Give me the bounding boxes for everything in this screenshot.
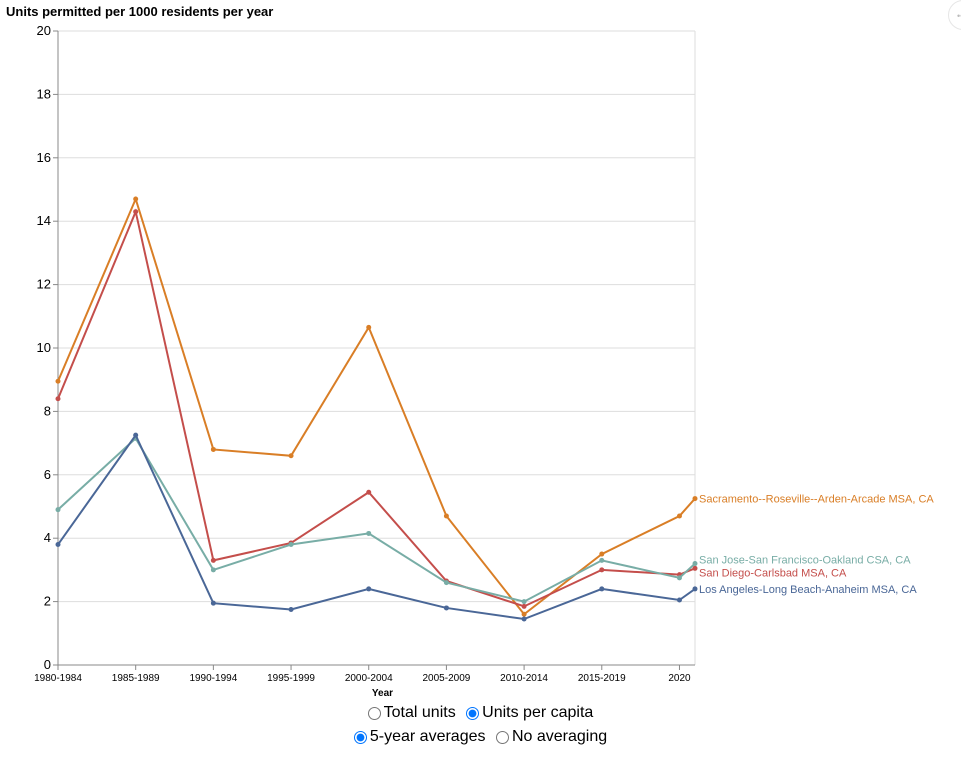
- series-line: [57, 196, 696, 616]
- data-point: [676, 575, 682, 581]
- data-point: [210, 557, 216, 563]
- data-point: [210, 600, 216, 606]
- data-point: [366, 530, 372, 536]
- data-point: [692, 565, 698, 571]
- metric-radio-group: Total units Units per capita: [0, 704, 961, 725]
- radio-5-year-averages-label: 5-year averages: [369, 728, 486, 745]
- x-tick-label: 1995-1999: [267, 673, 315, 684]
- radio-total-units-label: Total units: [383, 704, 456, 721]
- data-point: [676, 513, 682, 519]
- data-point: [133, 209, 139, 215]
- data-point: [55, 396, 61, 402]
- radio-no-averaging-input[interactable]: [495, 730, 509, 744]
- data-point: [521, 611, 527, 617]
- data-point: [599, 567, 605, 573]
- data-point: [521, 599, 527, 605]
- data-point: [521, 616, 527, 622]
- series-label: San Jose-San Francisco-Oakland CSA, CA: [699, 555, 911, 567]
- y-tick-label: 6: [44, 467, 51, 482]
- data-point: [692, 586, 698, 592]
- x-tick-label: 2010-2014: [500, 673, 548, 684]
- y-tick-label: 8: [44, 403, 51, 418]
- line-chart: 0 2 4 6 8 10 12 14 16 18 20 1980-1984 1985-1989 1990-…: [34, 23, 934, 699]
- x-tick-label: 1985-1989: [112, 673, 160, 684]
- chart-title: Units permitted per 1000 residents per y…: [6, 4, 274, 19]
- radio-5-year-averages-input[interactable]: [353, 730, 367, 744]
- radio-units-per-capita-label: Units per capita: [482, 704, 594, 721]
- data-point: [692, 496, 698, 502]
- data-point: [599, 551, 605, 557]
- data-point: [443, 580, 449, 586]
- x-axis-title: Year: [372, 688, 393, 699]
- x-tick-label: 2020: [668, 673, 691, 684]
- y-tick-label: 20: [37, 23, 51, 38]
- series-label: San Diego-Carlsbad MSA, CA: [699, 567, 847, 579]
- radio-no-averaging[interactable]: No averaging: [495, 728, 608, 746]
- x-tick-label: 1980-1984: [34, 673, 82, 684]
- y-tick-label: 12: [37, 277, 51, 292]
- x-tick-label: 2005-2009: [423, 673, 471, 684]
- y-tick-label: 4: [44, 530, 51, 545]
- radio-units-per-capita[interactable]: Units per capita: [466, 704, 593, 722]
- averaging-radio-group: 5-year averages No averaging: [0, 728, 961, 749]
- y-tick-label: 14: [37, 213, 51, 228]
- data-point: [366, 489, 372, 495]
- series-group: Sacramento--Roseville--Arden-Arcade MSA,…: [55, 196, 934, 622]
- data-point: [288, 607, 294, 613]
- data-point: [599, 557, 605, 563]
- radio-total-units[interactable]: Total units: [367, 704, 456, 722]
- radio-5-year-averages[interactable]: 5-year averages: [353, 728, 486, 746]
- x-tick-label: 2015-2019: [578, 673, 626, 684]
- y-tick-label: 2: [44, 594, 51, 609]
- y-tick-label: 16: [37, 150, 51, 165]
- data-point: [55, 507, 61, 513]
- radio-total-units-input[interactable]: [367, 706, 381, 720]
- data-point: [55, 378, 61, 384]
- radio-units-per-capita-input[interactable]: [466, 706, 480, 720]
- data-point: [133, 432, 139, 438]
- axes: 0 2 4 6 8 10 12 14 16 18 20 1980-1984 1985-1989 1990-…: [34, 23, 695, 684]
- series-line: [57, 436, 696, 603]
- x-tick-label: 1990-1994: [189, 673, 237, 684]
- data-point: [692, 561, 698, 567]
- data-point: [443, 605, 449, 611]
- data-point: [288, 453, 294, 459]
- data-point: [676, 597, 682, 603]
- data-point: [443, 513, 449, 519]
- data-point: [133, 196, 139, 202]
- series-label: Sacramento--Roseville--Arden-Arcade MSA,…: [699, 494, 934, 506]
- radio-no-averaging-label: No averaging: [511, 728, 608, 745]
- data-point: [210, 567, 216, 573]
- data-point: [521, 603, 527, 609]
- y-tick-label: 10: [37, 340, 51, 355]
- data-point: [55, 542, 61, 548]
- series-label: Los Angeles-Long Beach-Anaheim MSA, CA: [699, 584, 917, 596]
- data-point: [288, 542, 294, 548]
- series-line: [57, 208, 696, 608]
- data-point: [210, 446, 216, 452]
- data-point: [366, 324, 372, 330]
- data-point: [599, 586, 605, 592]
- y-tick-label: 0: [44, 657, 51, 672]
- data-point: [366, 586, 372, 592]
- y-tick-label: 18: [37, 86, 51, 101]
- x-tick-label: 2000-2004: [345, 673, 393, 684]
- ellipsis-icon: •••: [957, 11, 961, 21]
- series-line: [57, 433, 696, 621]
